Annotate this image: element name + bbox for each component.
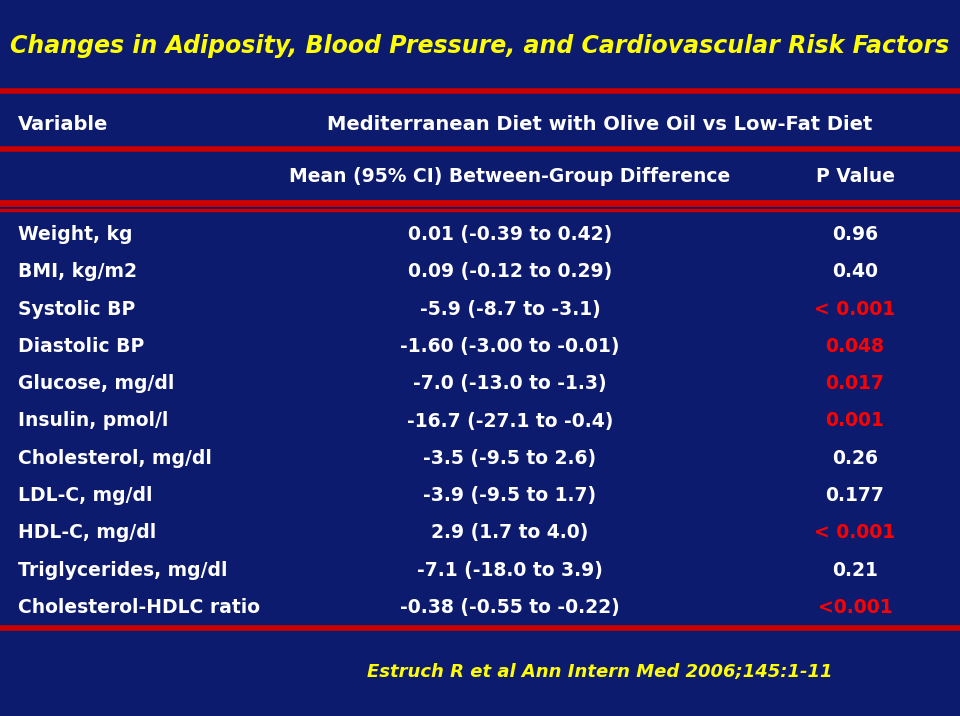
Text: -0.38 (-0.55 to -0.22): -0.38 (-0.55 to -0.22) — [400, 598, 620, 617]
Text: Triglycerides, mg/dl: Triglycerides, mg/dl — [18, 561, 228, 579]
Text: P Value: P Value — [815, 167, 895, 185]
Text: 0.96: 0.96 — [832, 225, 878, 244]
Text: Cholesterol-HDLC ratio: Cholesterol-HDLC ratio — [18, 598, 260, 617]
Text: -16.7 (-27.1 to -0.4): -16.7 (-27.1 to -0.4) — [407, 412, 613, 430]
Text: 2.9 (1.7 to 4.0): 2.9 (1.7 to 4.0) — [431, 523, 588, 542]
Text: <0.001: <0.001 — [818, 598, 892, 617]
Text: -5.9 (-8.7 to -3.1): -5.9 (-8.7 to -3.1) — [420, 300, 600, 319]
Text: 0.09 (-0.12 to 0.29): 0.09 (-0.12 to 0.29) — [408, 262, 612, 281]
Text: -7.1 (-18.0 to 3.9): -7.1 (-18.0 to 3.9) — [417, 561, 603, 579]
Text: Mediterranean Diet with Olive Oil vs Low-Fat Diet: Mediterranean Diet with Olive Oil vs Low… — [327, 115, 873, 133]
Text: -7.0 (-13.0 to -1.3): -7.0 (-13.0 to -1.3) — [413, 374, 607, 393]
Text: 0.26: 0.26 — [832, 449, 878, 468]
Text: 0.01 (-0.39 to 0.42): 0.01 (-0.39 to 0.42) — [408, 225, 612, 244]
Text: 0.177: 0.177 — [826, 486, 884, 505]
Text: HDL-C, mg/dl: HDL-C, mg/dl — [18, 523, 156, 542]
Text: < 0.001: < 0.001 — [814, 523, 896, 542]
Text: Systolic BP: Systolic BP — [18, 300, 135, 319]
Text: -1.60 (-3.00 to -0.01): -1.60 (-3.00 to -0.01) — [400, 337, 620, 356]
Text: Estruch R et al Ann Intern Med 2006;145:1-11: Estruch R et al Ann Intern Med 2006;145:… — [368, 663, 832, 681]
Text: Variable: Variable — [18, 115, 108, 133]
Text: BMI, kg/m2: BMI, kg/m2 — [18, 262, 137, 281]
Text: Diastolic BP: Diastolic BP — [18, 337, 144, 356]
Text: LDL-C, mg/dl: LDL-C, mg/dl — [18, 486, 153, 505]
Text: 0.001: 0.001 — [826, 412, 884, 430]
Text: 0.017: 0.017 — [826, 374, 884, 393]
Text: Mean (95% CI) Between-Group Difference: Mean (95% CI) Between-Group Difference — [289, 167, 731, 185]
Bar — [0, 0, 960, 91]
Text: Weight, kg: Weight, kg — [18, 225, 132, 244]
Text: 0.21: 0.21 — [832, 561, 878, 579]
Text: < 0.001: < 0.001 — [814, 300, 896, 319]
Text: 0.40: 0.40 — [832, 262, 878, 281]
Text: 0.048: 0.048 — [826, 337, 884, 356]
Text: Changes in Adiposity, Blood Pressure, and Cardiovascular Risk Factors: Changes in Adiposity, Blood Pressure, an… — [11, 34, 949, 57]
Text: Glucose, mg/dl: Glucose, mg/dl — [18, 374, 175, 393]
Text: Insulin, pmol/l: Insulin, pmol/l — [18, 412, 168, 430]
Text: -3.9 (-9.5 to 1.7): -3.9 (-9.5 to 1.7) — [423, 486, 596, 505]
Text: Cholesterol, mg/dl: Cholesterol, mg/dl — [18, 449, 212, 468]
Text: -3.5 (-9.5 to 2.6): -3.5 (-9.5 to 2.6) — [423, 449, 596, 468]
